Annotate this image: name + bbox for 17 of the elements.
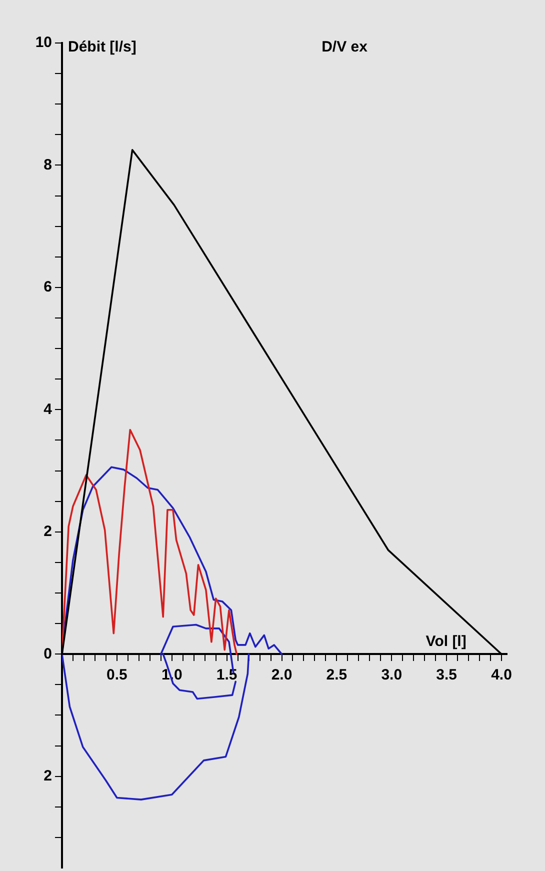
x-tick-label: 4.0 [491,666,512,684]
x-tick-label: 3.5 [436,666,457,684]
chart-title: D/V ex [322,38,368,56]
y-tick-label: 10 [35,34,52,52]
y-tick-label: 2 [44,523,52,540]
x-tick-label: 0.5 [106,666,128,684]
x-tick-label: 2.0 [271,666,292,684]
y-axis-title: Débit [l/s] [68,38,136,56]
y-tick-label: 2 [44,767,52,784]
y-tick-label: 6 [44,278,52,296]
x-tick-label: 2.5 [326,666,348,684]
y-tick-label: 4 [44,400,53,418]
y-tick-label: 0 [44,645,52,662]
x-tick-label: 3.0 [381,666,402,684]
x-tick-label: 1.5 [216,666,238,684]
y-tick-label: 8 [44,156,52,174]
x-axis-title: Vol [l] [426,632,466,650]
